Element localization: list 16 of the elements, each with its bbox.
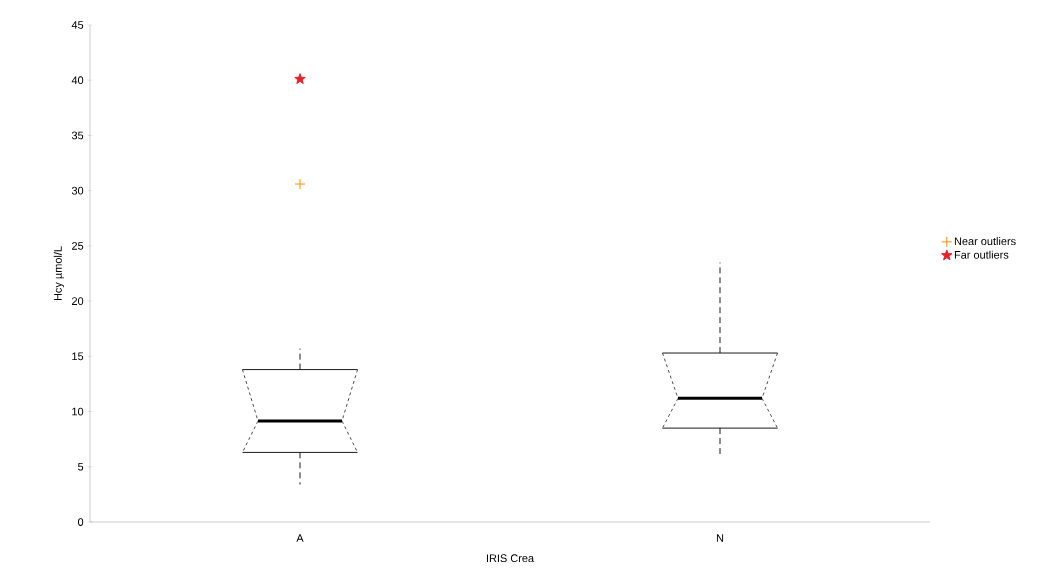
legend-label: Near outliers: [954, 237, 1016, 246]
y-tick-label: 5: [78, 462, 84, 471]
y-tick-label: 40: [71, 76, 84, 85]
y-tick-label: 15: [72, 352, 84, 361]
y-tick-label: 25: [72, 242, 84, 250]
legend-label: Far outliers: [954, 250, 1009, 259]
y-tick-label: 0: [77, 518, 84, 526]
y-tick-label: 30: [71, 186, 84, 195]
y-tick-label: 45: [71, 21, 84, 29]
y-tick-label: 10: [72, 407, 84, 416]
x-tick-label: A: [296, 534, 304, 542]
x-tick-label: N: [716, 534, 724, 542]
y-axis-title: Hcy µmol/L: [53, 246, 64, 301]
y-tick-label: 20: [72, 297, 84, 305]
y-tick-label: 35: [71, 131, 84, 140]
x-axis-title: IRIS Crea: [486, 554, 535, 563]
